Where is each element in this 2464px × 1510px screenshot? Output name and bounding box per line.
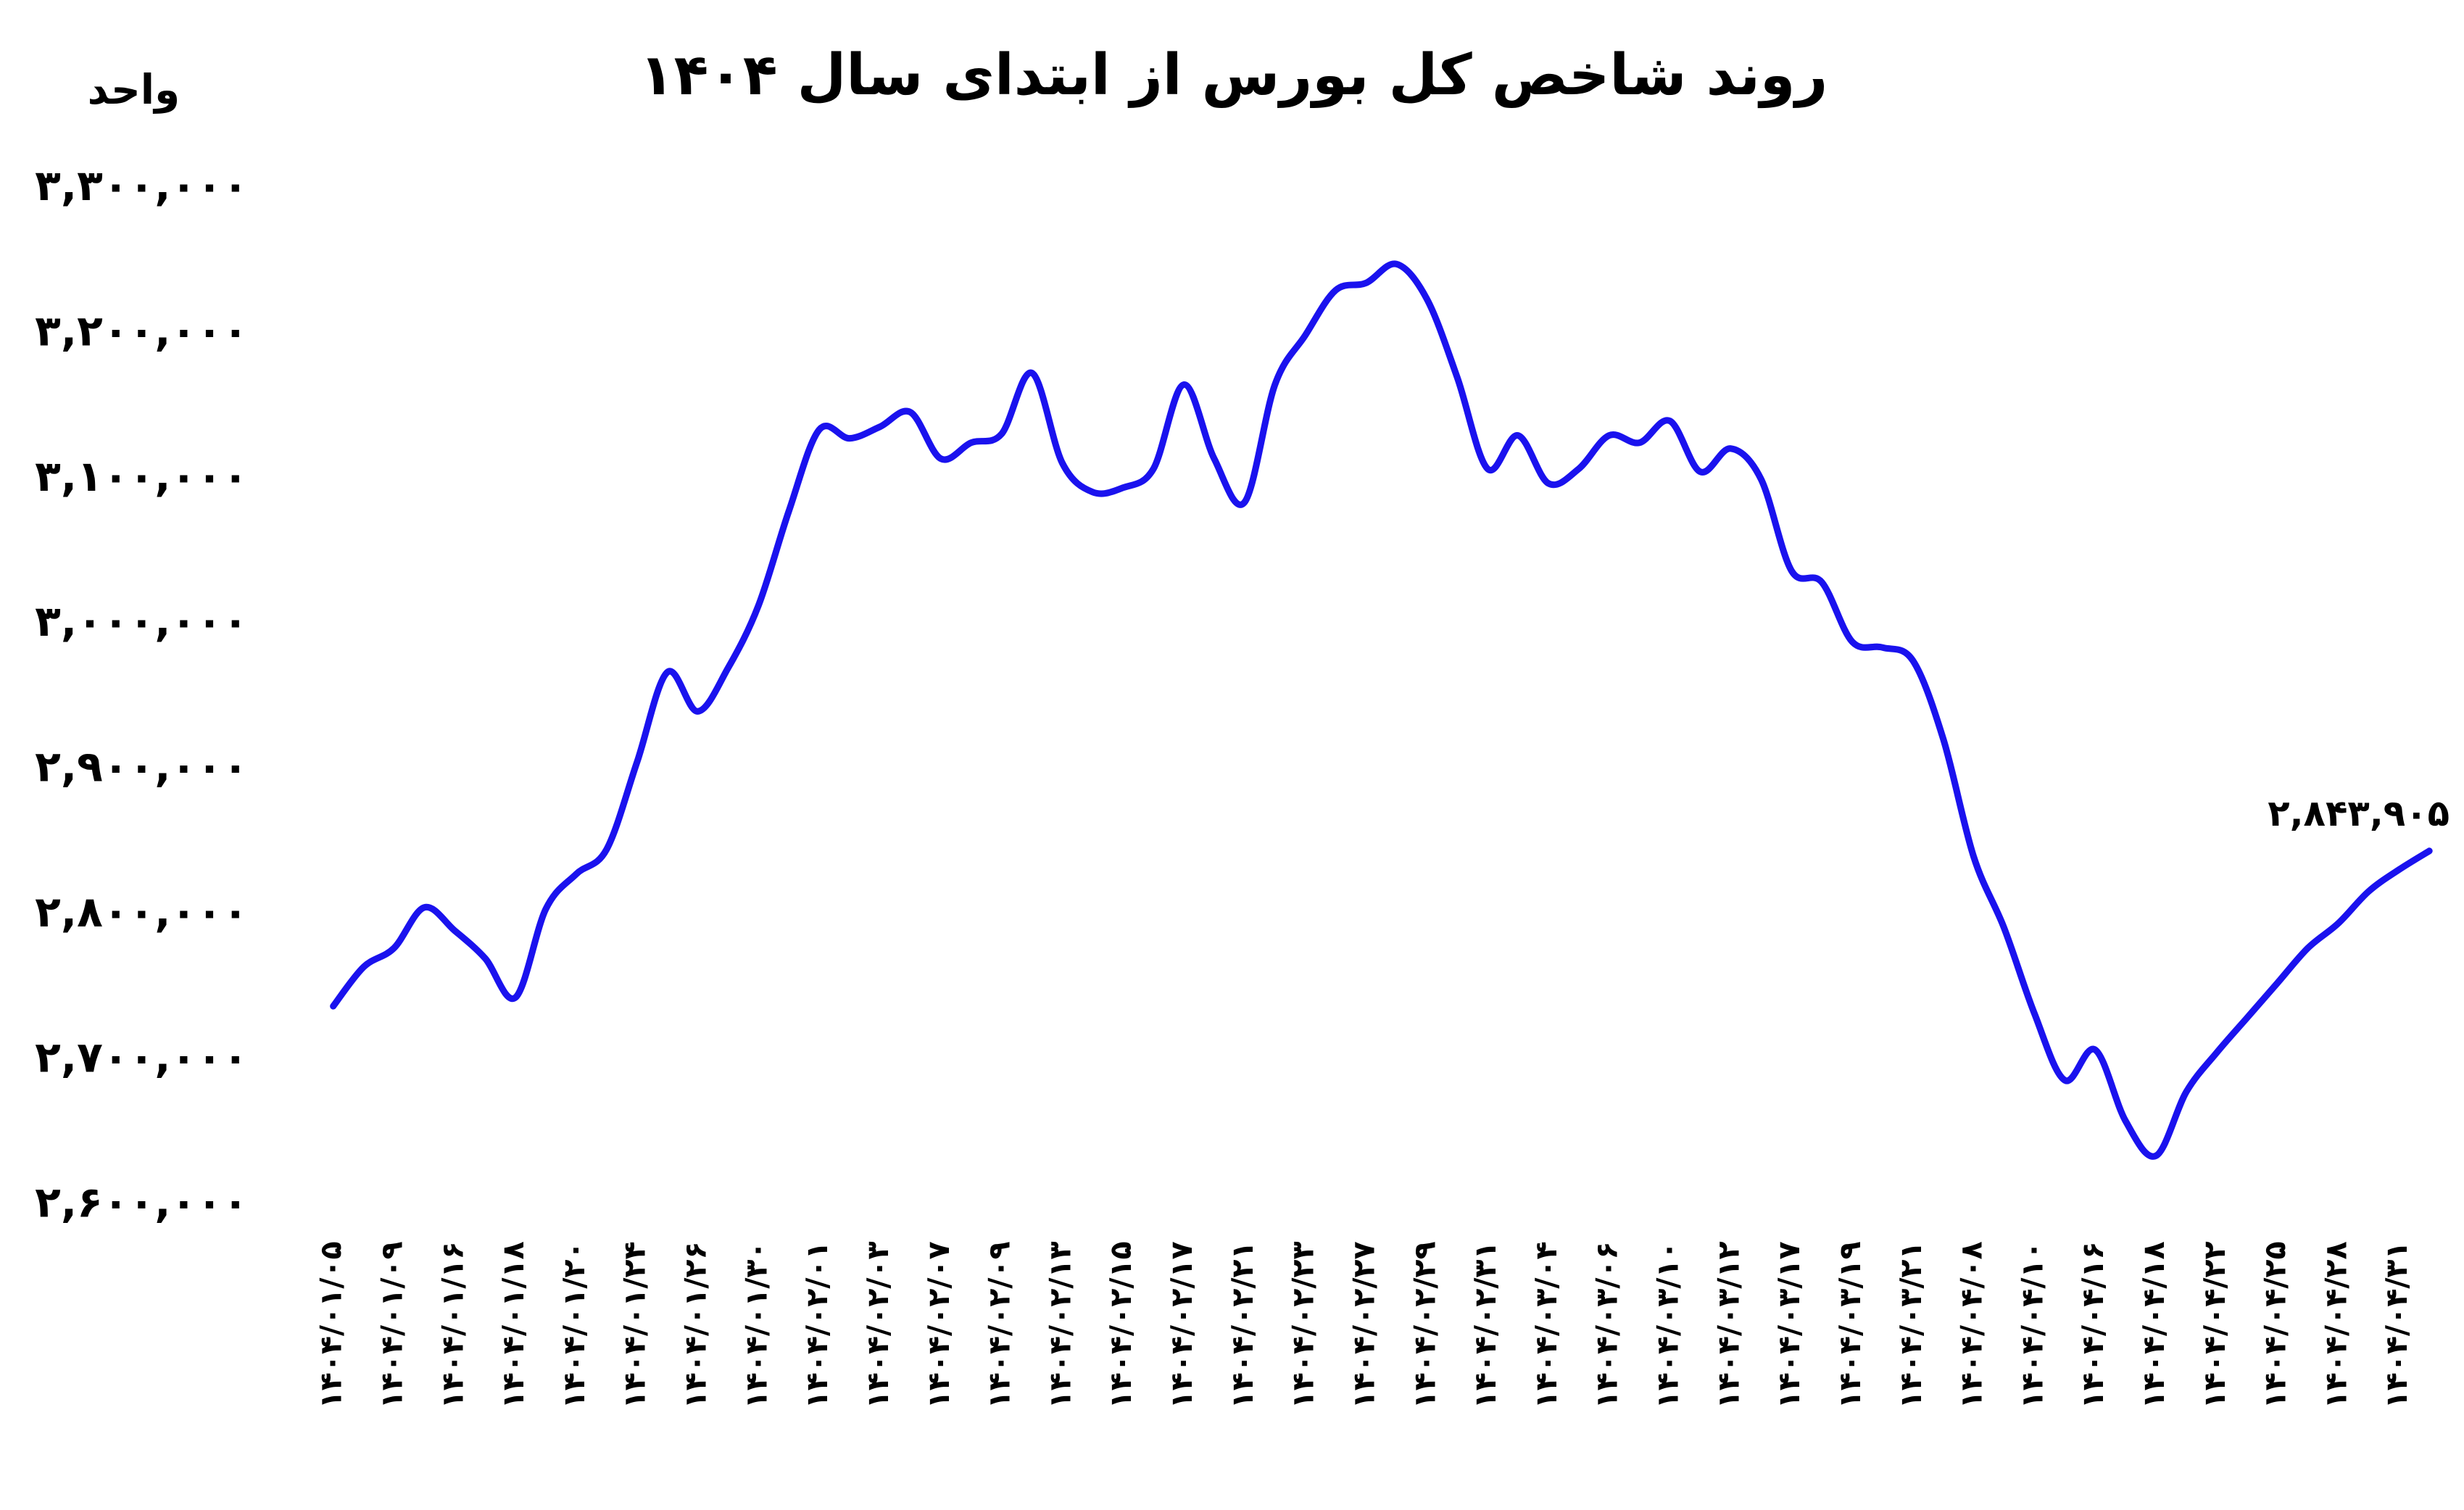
x-tick-label: ۱۴۰۴/۰۱/۱۶ bbox=[435, 1241, 470, 1409]
x-tick-label: ۱۴۰۴/۰۴/۱۶ bbox=[2075, 1241, 2110, 1409]
x-tick-label: ۱۴۰۴/۰۲/۲۷ bbox=[1346, 1241, 1381, 1409]
x-tick-label: ۱۴۰۴/۰۴/۳۱ bbox=[2379, 1241, 2414, 1409]
x-tick-label: ۱۴۰۴/۰۱/۲۶ bbox=[679, 1241, 713, 1409]
x-tick-label: ۱۴۰۴/۰۳/۰۶ bbox=[1590, 1241, 1625, 1409]
x-tick-label: ۱۴۰۴/۰۲/۱۳ bbox=[1042, 1241, 1077, 1409]
data-label: ۲,۸۴۳,۹۰۵ bbox=[2268, 792, 2450, 834]
x-tick-label: ۱۴۰۴/۰۲/۱۷ bbox=[1164, 1241, 1199, 1409]
x-tick-label: ۱۴۰۴/۰۴/۲۵ bbox=[2258, 1241, 2293, 1409]
x-tick-label: ۱۴۰۴/۰۱/۰۵ bbox=[314, 1241, 349, 1409]
x-tick-label: ۱۴۰۴/۰۲/۳۱ bbox=[1468, 1241, 1503, 1409]
y-tick-label: ۳,۲۰۰,۰۰۰ bbox=[35, 307, 248, 356]
x-tick-label: ۱۴۰۴/۰۲/۰۷ bbox=[921, 1241, 956, 1409]
x-tick-label: ۱۴۰۴/۰۴/۰۸ bbox=[1954, 1241, 1989, 1409]
x-tick-label: ۱۴۰۴/۰۴/۱۰ bbox=[2015, 1241, 2049, 1409]
x-tick-label: ۱۴۰۴/۰۲/۲۹ bbox=[1407, 1241, 1442, 1409]
x-tick-label: ۱۴۰۴/۰۱/۲۰ bbox=[557, 1241, 592, 1409]
x-tick-label: ۱۴۰۴/۰۴/۲۸ bbox=[2318, 1241, 2353, 1409]
x-tick-label: ۱۴۰۴/۰۲/۰۹ bbox=[982, 1241, 1017, 1409]
x-tick-label: ۱۴۰۴/۰۲/۲۱ bbox=[1225, 1241, 1260, 1409]
x-tick-label: ۱۴۰۴/۰۴/۲۲ bbox=[2197, 1241, 2232, 1409]
x-tick-label: ۱۴۰۴/۰۲/۲۳ bbox=[1286, 1241, 1321, 1409]
x-tick-label: ۱۴۰۴/۰۱/۳۰ bbox=[739, 1241, 773, 1409]
x-tick-label: ۱۴۰۴/۰۱/۲۴ bbox=[618, 1241, 652, 1409]
y-tick-label: ۳,۳۰۰,۰۰۰ bbox=[35, 161, 248, 210]
y-axis-label: واحد bbox=[88, 67, 180, 114]
x-tick-label: ۱۴۰۴/۰۱/۰۹ bbox=[374, 1241, 409, 1409]
x-tick-label: ۱۴۰۴/۰۴/۱۸ bbox=[2136, 1241, 2171, 1409]
x-tick-label: ۱۴۰۴/۰۳/۱۷ bbox=[1772, 1241, 1806, 1409]
x-tick-label: ۱۴۰۴/۰۲/۰۱ bbox=[800, 1241, 834, 1409]
x-tick-label: ۱۴۰۴/۰۳/۱۲ bbox=[1711, 1241, 1746, 1409]
y-tick-label: ۳,۰۰۰,۰۰۰ bbox=[35, 597, 248, 646]
y-tick-label: ۲,۶۰۰,۰۰۰ bbox=[35, 1178, 248, 1227]
y-tick-label: ۲,۹۰۰,۰۰۰ bbox=[35, 742, 248, 792]
y-tick-label: ۳,۱۰۰,۰۰۰ bbox=[35, 452, 248, 501]
x-tick-label: ۱۴۰۴/۰۳/۱۹ bbox=[1833, 1241, 1867, 1409]
chart-title: روند شاخص کل بورس از ابتدای سال ۱۴۰۴ bbox=[639, 43, 1828, 108]
x-tick-label: ۱۴۰۴/۰۱/۱۸ bbox=[496, 1241, 531, 1409]
x-tick-label: ۱۴۰۴/۰۳/۰۴ bbox=[1529, 1241, 1564, 1409]
x-tick-label: ۱۴۰۴/۰۳/۲۱ bbox=[1893, 1241, 1928, 1409]
y-tick-label: ۲,۷۰۰,۰۰۰ bbox=[35, 1032, 248, 1082]
line-series bbox=[330, 260, 2433, 1160]
x-tick-label: ۱۴۰۴/۰۲/۱۵ bbox=[1103, 1241, 1138, 1409]
x-tick-label: ۱۴۰۴/۰۲/۰۳ bbox=[860, 1241, 895, 1409]
x-tick-label: ۱۴۰۴/۰۳/۱۰ bbox=[1651, 1241, 1685, 1409]
y-tick-label: ۲,۸۰۰,۰۰۰ bbox=[35, 887, 248, 937]
